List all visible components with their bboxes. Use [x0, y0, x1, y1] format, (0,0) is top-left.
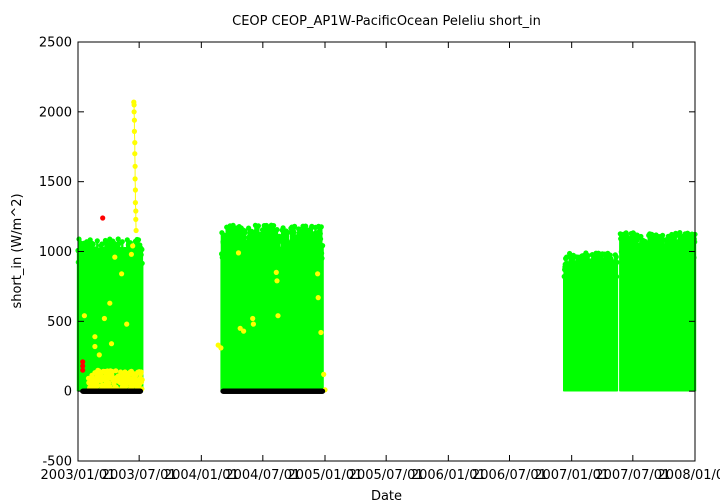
y-tick-label: 1000: [39, 245, 72, 260]
black-series-point: [320, 388, 326, 394]
yellow-series-point: [119, 271, 125, 277]
plot-marks: [75, 99, 698, 394]
green-series-point: [292, 223, 298, 229]
yellow-series-point: [321, 371, 327, 377]
x-tick-label: 2003/01/01: [41, 468, 116, 483]
yellow-series-point: [124, 321, 130, 327]
yellow-series-point: [235, 250, 242, 256]
yellow-series-point: [133, 208, 139, 214]
green-series-point: [274, 227, 280, 233]
green-series-point: [660, 232, 666, 238]
yellow-series-point: [128, 251, 134, 257]
green-series-point: [320, 243, 326, 249]
red-series-point: [80, 367, 86, 373]
yellow-series-point: [106, 380, 112, 386]
yellow-series-point: [132, 200, 138, 206]
green-series-point: [139, 260, 145, 266]
x-tick-label: 2008/01/01: [658, 468, 720, 483]
yellow-series-point: [315, 295, 321, 301]
yellow-series-point: [132, 151, 138, 157]
axis-ticks: -500 0 500 1000 1500 2000 2500 2003/01/012003/0…: [39, 36, 720, 484]
yellow-series-point: [250, 321, 256, 327]
red-series-point: [80, 359, 86, 365]
yellow-series-point: [108, 341, 115, 347]
yellow-series-point: [96, 352, 102, 358]
green-series-point: [585, 253, 591, 259]
yellow-series-point: [107, 300, 113, 306]
green-series-point: [135, 237, 142, 243]
x-tick-label: 2007/01/01: [534, 468, 609, 483]
green-series-point: [99, 241, 105, 247]
green-series-point: [119, 239, 125, 245]
green-series-point: [90, 241, 96, 247]
chart-title: CEOP CEOP_AP1W-PacificOcean Peleliu shor…: [232, 14, 541, 29]
green-series-point: [255, 223, 261, 229]
green-series-point: [614, 259, 620, 265]
yellow-series-point: [273, 269, 279, 275]
green-series-point: [276, 233, 282, 239]
x-tick-label: 2005/07/01: [349, 468, 424, 483]
yellow-series-point: [95, 383, 101, 389]
x-axis-label: Date: [371, 489, 402, 504]
green-series-point: [139, 246, 145, 253]
y-tick-label: 0: [64, 385, 72, 400]
yellow-series-point: [131, 128, 137, 134]
x-tick-label: 2004/07/01: [225, 468, 300, 483]
yellow-series-point: [133, 227, 139, 234]
yellow-series-point: [92, 343, 98, 350]
yellow-series-point: [275, 313, 281, 319]
yellow-series-point: [138, 369, 144, 375]
yellow-series-point: [315, 271, 321, 277]
yellow-series-point: [241, 328, 247, 334]
yellow-series-point: [101, 315, 107, 322]
yellow-series-point: [112, 254, 118, 260]
green-series-point: [115, 236, 121, 242]
green-series-point: [303, 223, 309, 229]
x-tick-label: 2004/01/01: [164, 468, 239, 483]
yellow-series-point: [132, 140, 138, 146]
y-tick-label: 500: [47, 315, 72, 330]
y-tick-label: 2500: [39, 36, 72, 51]
green-series-point: [94, 238, 100, 244]
x-tick-label: 2005/01/01: [288, 468, 363, 483]
y-tick-label: -500: [42, 455, 72, 470]
green-series-point: [677, 230, 683, 236]
green-series-point: [271, 223, 277, 229]
y-tick-label: 1500: [39, 175, 72, 190]
yellow-series-point: [131, 117, 137, 123]
x-tick-label: 2006/07/01: [472, 468, 547, 483]
yellow-series-point: [132, 187, 138, 193]
yellow-series-point: [133, 216, 139, 222]
green-series-point: [285, 229, 291, 236]
x-tick-label: 2003/07/01: [102, 468, 177, 483]
yellow-series-point: [139, 377, 145, 383]
y-tick-label: 2000: [39, 105, 72, 120]
green-series-point: [638, 233, 644, 240]
yellow-series-point: [250, 315, 256, 322]
red-series-point: [100, 215, 106, 221]
green-series-point: [613, 254, 619, 260]
yellow-series-point: [132, 163, 138, 169]
yellow-series-point: [113, 368, 119, 374]
green-series-point: [318, 224, 324, 230]
black-series-point: [137, 388, 144, 394]
yellow-series-point: [131, 109, 137, 115]
yellow-series-point: [218, 345, 224, 351]
y-axis-label: short_in (W/m^2): [10, 193, 25, 308]
yellow-series-point: [130, 243, 136, 249]
green-series-point: [246, 225, 252, 231]
x-tick-label: 2006/01/01: [411, 468, 486, 483]
x-tick-label: 2007/07/01: [595, 468, 670, 483]
red-series-point: [80, 363, 86, 369]
yellow-series-point: [274, 278, 280, 284]
yellow-series-point: [92, 334, 98, 340]
green-series-point: [242, 230, 248, 236]
yellow-series-point: [131, 102, 137, 108]
yellow-series-point: [318, 329, 324, 336]
yellow-series-point: [81, 313, 87, 319]
yellow-series-point: [132, 176, 138, 182]
